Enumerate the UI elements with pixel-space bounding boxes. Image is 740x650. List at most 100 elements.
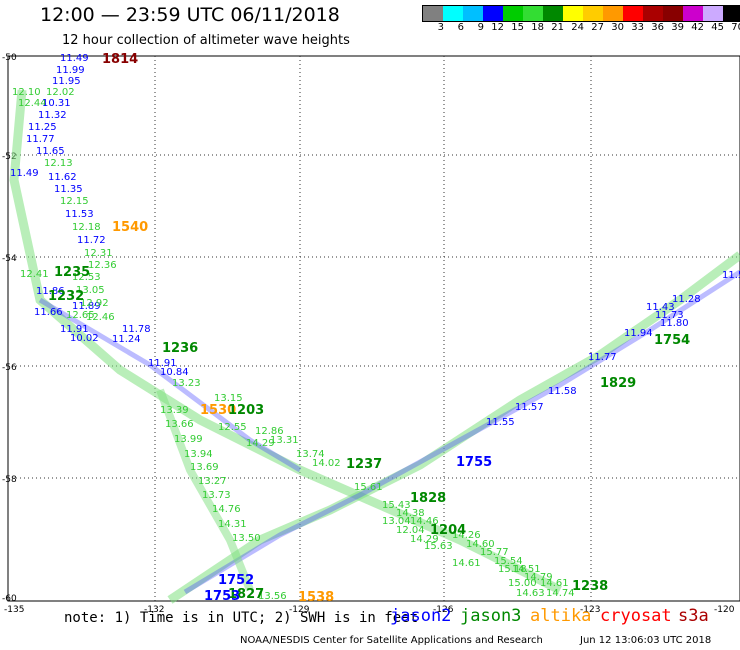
swh-value: 11.95 bbox=[52, 76, 81, 87]
swh-value: 13.74 bbox=[296, 449, 325, 460]
swh-value: 14.61 bbox=[540, 578, 569, 589]
swh-value: 11.80 bbox=[660, 318, 689, 329]
swh-value: 11.94 bbox=[624, 328, 653, 339]
swh-value: 13.94 bbox=[184, 449, 213, 460]
color-scale-label: 24 bbox=[571, 22, 584, 33]
pass-time-label: 1237 bbox=[346, 457, 382, 472]
swh-value: 12.55 bbox=[218, 422, 247, 433]
y-axis-label-52: -52 bbox=[2, 152, 17, 162]
generated-timestamp: Jun 12 13:06:03 UTC 2018 bbox=[580, 635, 712, 646]
page-title: 12:00 — 23:59 UTC 06/11/2018 bbox=[40, 4, 340, 26]
swh-value: 14.63 bbox=[516, 588, 545, 599]
swh-value: 13.56 bbox=[258, 591, 287, 602]
swh-value: 13.69 bbox=[190, 462, 219, 473]
swh-value: 13.39 bbox=[160, 405, 189, 416]
y-axis-label-60: -60 bbox=[2, 594, 17, 604]
pass-time-label: 1755 bbox=[456, 455, 492, 470]
credit-line: NOAA/NESDIS Center for Satellite Applica… bbox=[240, 635, 543, 646]
swh-value: 12.18 bbox=[72, 222, 101, 233]
swh-value: 12.65 bbox=[66, 310, 95, 321]
swh-value: 11.5 bbox=[722, 270, 740, 281]
swh-value: 14.46 bbox=[410, 516, 439, 527]
swh-value: 11.57 bbox=[515, 402, 544, 413]
swh-value: 12.36 bbox=[88, 260, 117, 271]
color-scale-swatch bbox=[543, 6, 563, 21]
swh-value: 11.89 bbox=[72, 301, 101, 312]
color-scale-label: 18 bbox=[531, 22, 544, 33]
swh-value: 11.66 bbox=[34, 307, 63, 318]
color-scale-swatch bbox=[523, 6, 543, 21]
swh-value: 15.00 bbox=[508, 578, 537, 589]
sat-legend-cryosat: cryosat bbox=[600, 606, 672, 626]
color-scale-swatch bbox=[643, 6, 663, 21]
swh-value: 11.78 bbox=[122, 324, 151, 335]
swh-value: 11.49 bbox=[60, 53, 89, 64]
color-scale-swatch bbox=[563, 6, 583, 21]
swh-value: 11.62 bbox=[48, 172, 77, 183]
swh-value: 14.60 bbox=[466, 539, 495, 550]
pass-time-label: 1238 bbox=[572, 579, 608, 594]
page-subtitle: 12 hour collection of altimeter wave hei… bbox=[62, 33, 350, 48]
swh-value: 12.86 bbox=[255, 426, 284, 437]
swh-value: 11.58 bbox=[548, 386, 577, 397]
y-axis-label-56: -56 bbox=[2, 363, 17, 373]
swh-value: 14.29 bbox=[246, 438, 275, 449]
swh-value: 12.04 bbox=[396, 525, 425, 536]
swh-value: 14.51 bbox=[512, 564, 541, 575]
pass-time-label: 1540 bbox=[112, 220, 148, 235]
x-axis-label-120: -120 bbox=[714, 605, 735, 615]
swh-value: 12.02 bbox=[46, 87, 75, 98]
swh-value: 12.44 bbox=[18, 98, 47, 109]
swh-value: 13.99 bbox=[174, 434, 203, 445]
swh-value: 13.15 bbox=[214, 393, 243, 404]
pass-time-label: 1827 bbox=[228, 587, 264, 602]
swh-value: 14.74 bbox=[546, 588, 575, 599]
track-jason3-descending bbox=[9, 89, 563, 595]
y-axis-label-50: -50 bbox=[2, 53, 17, 63]
swh-value: 15.77 bbox=[480, 547, 509, 558]
color-scale-label: 12 bbox=[491, 22, 504, 33]
x-axis-label-123: -123 bbox=[580, 605, 600, 615]
x-axis-label-129: -129 bbox=[289, 605, 310, 615]
sat-legend-altika: altika bbox=[530, 606, 592, 626]
swh-value: 12.92 bbox=[80, 298, 109, 309]
pass-time-label: 1236 bbox=[162, 341, 198, 356]
color-scale-labels: 36912151821242730333639424570(ft) bbox=[422, 22, 740, 36]
track-traces bbox=[9, 89, 740, 604]
x-axis-label-135: -135 bbox=[4, 605, 24, 615]
swh-value: 11.28 bbox=[672, 294, 701, 305]
pass-time-label: 1752 bbox=[218, 573, 254, 588]
color-scale-bar bbox=[422, 5, 740, 22]
color-scale-label: 39 bbox=[671, 22, 684, 33]
swh-value: 12.46 bbox=[86, 312, 115, 323]
x-axis-label-132: -132 bbox=[144, 605, 164, 615]
pass-time-label: 1232 bbox=[48, 289, 84, 304]
color-scale-label: 45 bbox=[711, 22, 724, 33]
pass-time-label: 1753 bbox=[204, 589, 240, 604]
swh-value: 13.27 bbox=[198, 476, 227, 487]
swh-value: 15.18 bbox=[498, 564, 527, 575]
x-axis-label-126: -126 bbox=[433, 605, 454, 615]
color-scale-label: 33 bbox=[631, 22, 644, 33]
pass-time-label: 1203 bbox=[228, 403, 264, 418]
swh-value: 11.25 bbox=[28, 122, 57, 133]
color-scale-label: 36 bbox=[651, 22, 664, 33]
track-jason3-ascending bbox=[167, 251, 740, 604]
swh-value: 12.31 bbox=[84, 248, 113, 259]
swh-value: 13.04 bbox=[382, 516, 411, 527]
track-jason2-ascending bbox=[183, 269, 740, 595]
swh-value: 15.63 bbox=[424, 541, 453, 552]
swh-value: 14.76 bbox=[212, 504, 241, 515]
swh-value: 13.31 bbox=[270, 435, 299, 446]
swh-value: 11.77 bbox=[26, 134, 55, 145]
pass-time-label: 1829 bbox=[600, 376, 636, 391]
swh-value: 13.66 bbox=[165, 419, 194, 430]
color-scale-label: 3 bbox=[437, 22, 444, 33]
color-scale-swatch bbox=[443, 6, 463, 21]
color-scale-label: 42 bbox=[691, 22, 704, 33]
swh-value: 12.13 bbox=[44, 158, 73, 169]
sat-legend-jason2: jason2 bbox=[390, 606, 452, 626]
swh-value: 14.31 bbox=[218, 519, 247, 530]
footer-note: note: 1) Time is in UTC; 2) SWH is in fe… bbox=[64, 610, 419, 626]
swh-value: 13.50 bbox=[232, 533, 261, 544]
